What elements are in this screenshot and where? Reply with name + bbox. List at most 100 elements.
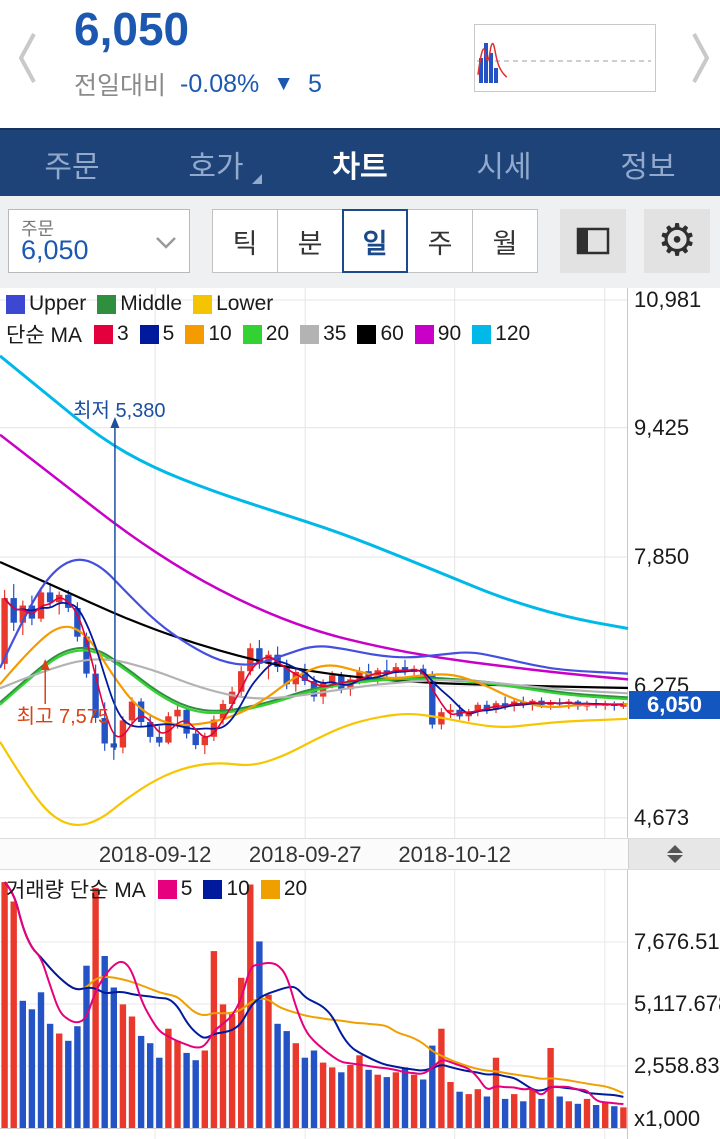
overlay-Lower: [0, 712, 629, 827]
legend-label: 35: [323, 322, 347, 345]
legend-label: Middle: [120, 292, 183, 315]
period-minute-button[interactable]: 분: [277, 209, 343, 273]
legend-item: 5: [139, 322, 174, 346]
overlay-MA90: [0, 433, 629, 681]
vol-ma20-line: [3, 881, 624, 1095]
period-week-button[interactable]: 주: [407, 209, 473, 273]
mini-chart-canvas: [477, 42, 651, 83]
legend-item: 10: [203, 877, 250, 901]
tab-label: 정보: [620, 151, 676, 184]
legend-swatch-icon: [472, 324, 492, 344]
tab-label: 시세: [476, 151, 532, 184]
legend-swatch-icon: [185, 324, 205, 344]
volume-chart-canvas[interactable]: [0, 870, 720, 1139]
layout-icon: [576, 227, 610, 255]
price-axis-tick: 9,425: [634, 414, 690, 440]
legend-item: 20: [260, 877, 307, 901]
period-label: 주: [427, 228, 453, 259]
price-chart-panel[interactable]: Upper Middle Lower 단순 MA 3 5 10 20 35 60 90 120 6…: [0, 287, 720, 838]
tab-chart[interactable]: 차트: [288, 130, 432, 198]
current-price: 6,050: [74, 3, 190, 55]
legend-swatch-icon: [203, 879, 223, 899]
legend-label: 120: [495, 322, 531, 345]
legend-item: Lower: [193, 292, 273, 316]
dropdown-label: 주문: [21, 219, 55, 239]
legend-item: 35: [300, 322, 346, 346]
date-label: 2018-09-12: [98, 842, 212, 867]
ma5-line: [3, 597, 624, 731]
legend-item: 3: [93, 322, 129, 346]
legend-swatch-icon: [6, 294, 25, 314]
legend-item: 120: [472, 322, 530, 346]
period-label: 틱: [232, 228, 258, 259]
legend-label: 60: [380, 322, 404, 345]
change-row: 전일대비 -0.08% ▼ 5: [74, 66, 322, 102]
vol-ma5-line: [3, 881, 624, 1105]
tab-label: 호가: [188, 151, 244, 184]
down-triangle-icon: [666, 855, 683, 863]
legend-swatch-icon: [97, 294, 117, 314]
period-label: 분: [297, 228, 323, 259]
legend-item: 20: [242, 322, 289, 346]
layout-button[interactable]: [560, 209, 626, 273]
nav-tabs: 주문 호가 차트 시세 정보: [0, 128, 720, 198]
annotation-label: 최저 5,380: [73, 400, 166, 422]
toolbar: 주문 6,050 틱 분 일 주 월 ⚙: [0, 196, 720, 289]
legend-swatch-icon: [300, 324, 320, 344]
vol-ma10-line: [3, 881, 624, 1098]
legend-swatch-icon: [414, 324, 434, 344]
chevron-right-icon[interactable]: [686, 26, 716, 90]
volume-legend-title: 거래량 단순 MA: [6, 879, 146, 902]
legend-label: 5: [180, 877, 193, 900]
ma-legend: 단순 MA 3 5 10 20 35 60 90 120: [6, 319, 535, 349]
period-day-button[interactable]: 일: [342, 209, 408, 273]
legend-label: 3: [116, 322, 129, 345]
chart-resize-handle[interactable]: [628, 839, 720, 869]
overlay-MA35: [0, 658, 629, 700]
up-triangle-icon: [666, 845, 683, 853]
volume-axis-tick: 7,676.519: [634, 928, 720, 954]
settings-button[interactable]: ⚙: [644, 209, 710, 273]
legend-label: Lower: [216, 292, 274, 315]
legend-item: 60: [357, 322, 404, 346]
period-month-button[interactable]: 월: [472, 209, 538, 273]
legend-label: 10: [226, 877, 250, 900]
change-amount: 5: [308, 69, 322, 98]
mini-chart[interactable]: [474, 24, 656, 92]
order-type-dropdown[interactable]: 주문 6,050: [8, 209, 190, 273]
tab-price[interactable]: 시세: [432, 130, 576, 198]
legend-item: 5: [157, 877, 193, 901]
legend-item: 10: [185, 322, 232, 346]
tab-info[interactable]: 정보: [576, 130, 720, 198]
legend-swatch-icon: [242, 324, 262, 344]
period-label: 일: [362, 228, 388, 259]
legend-swatch-icon: [93, 324, 113, 344]
date-label: 2018-09-27: [248, 842, 362, 867]
period-label: 월: [492, 228, 518, 259]
legend-label: Upper: [29, 292, 87, 315]
overlay-Upper: [0, 558, 629, 675]
volume-bars: [1, 882, 627, 1128]
ma-legend-title: 단순 MA: [6, 324, 82, 347]
annotation-label: 최고 7,575: [16, 706, 110, 728]
legend-swatch-icon: [357, 324, 377, 344]
dropdown-value: 6,050: [21, 235, 89, 265]
legend-swatch-icon: [193, 294, 213, 314]
tab-order[interactable]: 주문: [0, 130, 144, 198]
legend-swatch-icon: [260, 879, 280, 899]
header: 6,050 전일대비 -0.08% ▼ 5: [0, 0, 720, 128]
volume-chart-panel[interactable]: 거래량 단순 MA 5 10 20 x1,000 7,676.519 5,117.67…: [0, 870, 720, 1139]
price-chart-canvas[interactable]: [0, 288, 720, 838]
volume-axis-tick: 5,117.678: [634, 991, 720, 1016]
period-tick-button[interactable]: 틱: [212, 209, 278, 273]
change-label: 전일대비: [74, 72, 167, 100]
tab-label: 주문: [44, 151, 100, 184]
tab-quotes[interactable]: 호가: [144, 130, 288, 198]
chevron-left-icon[interactable]: [12, 26, 42, 90]
price-axis-tick: 4,673: [634, 804, 690, 830]
legend-item: Upper: [6, 292, 86, 316]
bollinger-legend: Upper Middle Lower: [6, 292, 278, 316]
legend-swatch-icon: [157, 879, 177, 899]
volume-legend: 거래량 단순 MA 5 10 20: [6, 874, 312, 904]
